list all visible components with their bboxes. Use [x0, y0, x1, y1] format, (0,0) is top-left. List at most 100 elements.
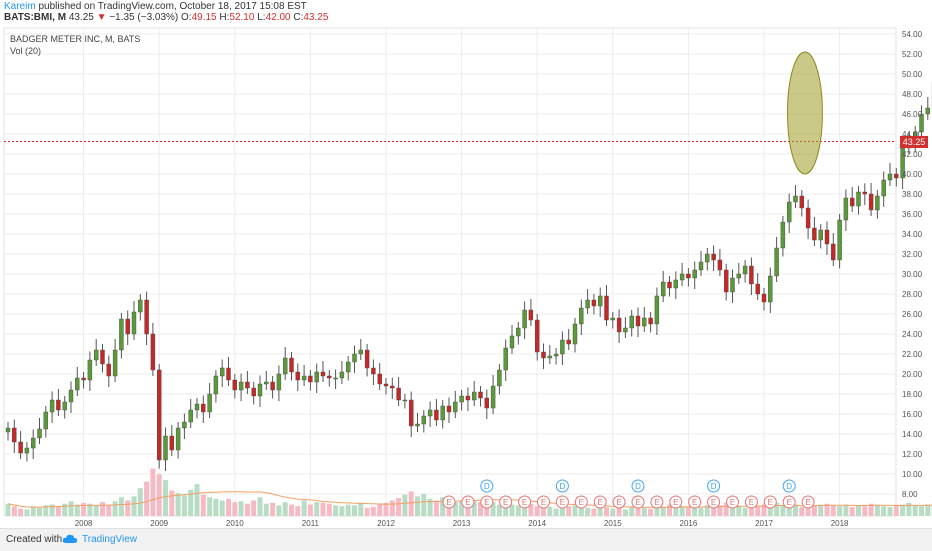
volume-bar [585, 508, 590, 516]
event-label: E [541, 498, 546, 507]
author-link[interactable]: Kareim [4, 1, 36, 12]
down-triangle-icon: ▼ [97, 12, 107, 23]
candle-body [516, 328, 520, 336]
volume-bar [339, 506, 344, 516]
volume-bar [680, 506, 685, 516]
candle-body [649, 318, 653, 324]
volume-bar [94, 505, 99, 516]
candle-body [787, 202, 791, 222]
open-label: O: [181, 12, 192, 23]
volume-bar [642, 508, 647, 516]
candle-body [113, 350, 117, 376]
volume-bar [799, 507, 804, 516]
candle-body [308, 376, 312, 382]
candle-body [668, 282, 672, 288]
volume-bar [182, 496, 187, 516]
candle-body [542, 352, 546, 358]
high-label: H: [219, 12, 229, 23]
tradingview-brand[interactable]: TradingView [82, 534, 137, 545]
candle-body [718, 260, 722, 270]
event-label: E [805, 498, 810, 507]
event-label: D [484, 482, 490, 491]
event-label: D [560, 482, 566, 491]
y-tick-label: 46.00 [902, 110, 923, 119]
volume-bar [81, 503, 86, 516]
candle-body [762, 294, 766, 302]
candle-body [422, 416, 426, 424]
candle-body [434, 410, 438, 420]
volume-bar [856, 505, 861, 516]
event-label: E [579, 498, 584, 507]
candle-body [466, 396, 470, 400]
y-tick-label: 8.00 [902, 490, 918, 499]
candle-body [107, 364, 111, 376]
volume-bar [818, 505, 823, 516]
volume-bar [894, 505, 899, 516]
candle-body [510, 336, 514, 348]
candle-body [680, 274, 684, 280]
close-value: 43.25 [303, 12, 328, 23]
volume-bar [560, 508, 565, 516]
volume-bar [56, 506, 61, 516]
x-tick-label: 2015 [604, 519, 622, 528]
volume-bar [264, 504, 269, 516]
candle-body [472, 392, 476, 400]
volume-bar [251, 500, 256, 516]
candle-body [598, 296, 602, 306]
candle-body [119, 319, 123, 350]
volume-bar [314, 502, 319, 516]
volume-bar [119, 497, 124, 516]
volume-bar [18, 509, 23, 516]
last-price: 43.25 [69, 12, 94, 23]
candle-body [56, 400, 60, 410]
tradingview-cloud-icon[interactable] [62, 533, 78, 548]
candle-body [592, 300, 596, 306]
volume-bar [113, 501, 118, 516]
volume-bar [201, 495, 206, 516]
volume-bar [617, 508, 622, 516]
volume-bar [226, 499, 231, 516]
candle-body [132, 312, 136, 334]
volume-bar [289, 505, 294, 516]
candle-body [857, 192, 861, 206]
y-tick-label: 50.00 [902, 70, 923, 79]
candle-body [63, 402, 67, 410]
candle-body [548, 356, 552, 358]
volume-bar [371, 507, 376, 516]
candle-body [6, 428, 10, 432]
volume-bar [239, 501, 244, 516]
y-tick-label: 30.00 [902, 270, 923, 279]
volume-bar [837, 506, 842, 516]
volume-bar [541, 508, 546, 516]
y-tick-label: 14.00 [902, 430, 923, 439]
volume-bar [283, 502, 288, 516]
candle-body [189, 410, 193, 422]
volume-bar [346, 505, 351, 516]
candle-body [567, 340, 571, 344]
candle-body [497, 370, 501, 386]
candle-body [101, 350, 105, 364]
candle-body [655, 296, 659, 324]
candle-body [825, 230, 829, 244]
y-tick-label: 26.00 [902, 310, 923, 319]
volume-bar [875, 505, 880, 516]
candle-body [233, 380, 237, 390]
candle-body [340, 372, 344, 378]
y-tick-label: 28.00 [902, 290, 923, 299]
volume-bar [245, 504, 250, 516]
candle-body [397, 388, 401, 400]
volume-bar [176, 493, 181, 516]
candle-body [485, 398, 489, 408]
volume-bar [906, 503, 911, 516]
candle-body [346, 362, 350, 372]
candle-body [768, 276, 772, 302]
high-value: 52.10 [229, 12, 254, 23]
volume-bar [755, 506, 760, 516]
candle-body [560, 340, 564, 354]
volume-bar [547, 507, 552, 516]
volume-bar [415, 496, 420, 516]
volume-bar [358, 503, 363, 516]
x-tick-label: 2012 [377, 519, 395, 528]
volume-bar [270, 503, 275, 516]
